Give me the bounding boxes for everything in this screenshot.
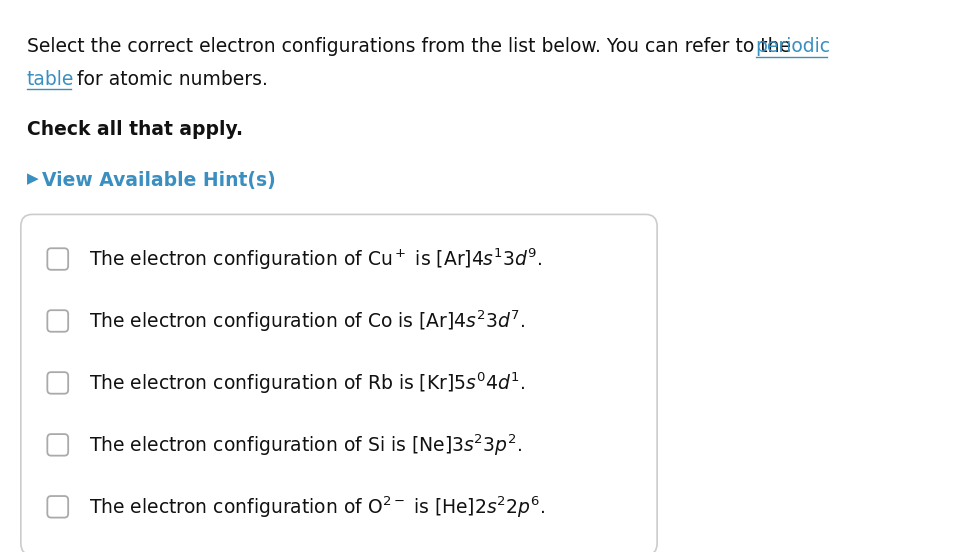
Text: The electron configuration of $\mathrm{Cu^+}$ is $[\mathrm{Ar}]4s^13d^9$.: The electron configuration of $\mathrm{C… xyxy=(89,246,543,272)
Text: The electron configuration of $\mathrm{Si}$ is $[\mathrm{Ne}]3s^23p^2$.: The electron configuration of $\mathrm{S… xyxy=(89,432,522,458)
FancyBboxPatch shape xyxy=(21,214,657,552)
FancyBboxPatch shape xyxy=(48,372,68,394)
FancyBboxPatch shape xyxy=(48,310,68,332)
Text: The electron configuration of $\mathrm{Co}$ is $[\mathrm{Ar}]4s^23d^7$.: The electron configuration of $\mathrm{C… xyxy=(89,308,526,334)
Text: table: table xyxy=(27,70,74,88)
Text: View Available Hint(s): View Available Hint(s) xyxy=(42,171,276,190)
Text: Select the correct electron configurations from the list below. You can refer to: Select the correct electron configuratio… xyxy=(27,37,796,56)
Text: The electron configuration of $\mathrm{O^{2-}}$ is $[\mathrm{He}]2s^22p^6$.: The electron configuration of $\mathrm{O… xyxy=(89,494,545,519)
FancyBboxPatch shape xyxy=(48,434,68,455)
Text: for atomic numbers.: for atomic numbers. xyxy=(72,70,269,88)
Text: Check all that apply.: Check all that apply. xyxy=(27,120,243,140)
FancyBboxPatch shape xyxy=(48,248,68,270)
Text: periodic: periodic xyxy=(755,37,831,56)
FancyBboxPatch shape xyxy=(48,496,68,518)
Text: ▶: ▶ xyxy=(27,171,38,187)
Text: The electron configuration of $\mathrm{Rb}$ is $[\mathrm{Kr}]5s^04d^1$.: The electron configuration of $\mathrm{R… xyxy=(89,370,525,396)
